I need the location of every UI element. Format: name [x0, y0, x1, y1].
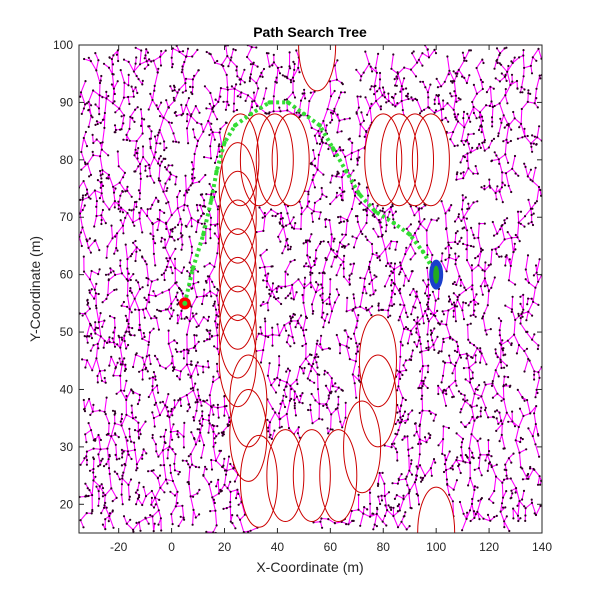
y-axis-ticks: 20 30 40 50 60 70 80 90 100: [53, 38, 542, 511]
x-axis-ticks: -20 0 20 40 60 80 100 120 140: [110, 45, 552, 554]
y-tick-label: 50: [60, 325, 74, 339]
obstacle-fill: [412, 113, 450, 206]
path-point: [301, 111, 307, 117]
obstacle-ellipse: [221, 113, 260, 207]
path-point: [420, 249, 426, 254]
axes-box: [78, 44, 543, 534]
x-tick-label: 60: [324, 540, 338, 554]
obstacle-fill: [359, 314, 397, 407]
plot-area: [79, 45, 542, 533]
path-point: [201, 232, 206, 237]
obstacle-ellipse: [218, 314, 257, 408]
obstacle-fill: [417, 487, 455, 533]
obstacles: [218, 45, 456, 533]
path-point: [391, 220, 397, 226]
obstacle-ellipse: [358, 354, 397, 448]
x-tick-label: 100: [426, 540, 446, 554]
y-tick-label: 40: [60, 382, 74, 396]
path-point: [330, 146, 336, 151]
obstacle-ellipse: [358, 314, 397, 408]
obstacle-ellipse: [364, 113, 403, 207]
path-point: [357, 192, 362, 197]
start-marker-center: [182, 300, 188, 306]
obstacle-ellipse: [229, 354, 268, 448]
path-point: [285, 100, 291, 105]
obstacle-ellipse: [218, 256, 257, 350]
y-tick-label: 90: [60, 95, 74, 109]
path-point: [214, 169, 219, 174]
y-tick-label: 30: [60, 440, 74, 454]
path-point: [232, 123, 238, 128]
obstacle-ellipse: [218, 142, 257, 235]
path-point: [248, 111, 254, 117]
x-tick-label: 20: [218, 540, 232, 554]
path-point: [373, 209, 378, 214]
x-tick-label: 120: [479, 540, 499, 554]
chart-title: Path Search Tree: [253, 24, 367, 40]
path-point: [407, 232, 412, 237]
obstacle-ellipse: [218, 170, 257, 264]
x-tick-label: 0: [168, 540, 175, 554]
obstacle-ellipse: [239, 434, 278, 528]
path-point: [267, 100, 272, 105]
obstacle-ellipse: [411, 113, 450, 207]
obstacle-ellipse: [395, 113, 435, 207]
path-point: [209, 197, 214, 203]
x-tick-label: 140: [532, 540, 552, 554]
path-point: [222, 140, 227, 145]
x-tick-label: 40: [271, 540, 285, 554]
obstacle-ellipse: [417, 486, 456, 533]
obstacle-fill: [272, 113, 310, 206]
obstacle-ellipse: [229, 388, 268, 482]
obstacle-ellipse: [271, 113, 310, 207]
obstacle-ellipse: [218, 228, 257, 322]
obstacle-ellipse: [239, 113, 278, 207]
x-tick-label: -20: [110, 540, 128, 554]
y-tick-label: 20: [60, 497, 74, 511]
x-axis-label: X-Coordinate (m): [256, 559, 363, 575]
start-goal-markers: [178, 259, 444, 310]
obstacle-fill: [293, 429, 331, 522]
y-tick-label: 100: [53, 38, 73, 52]
obstacle-ellipse: [266, 429, 305, 523]
path-point: [317, 123, 322, 128]
obstacle-ellipse: [380, 113, 419, 207]
y-axis-label: Y-Coordinate (m): [27, 236, 43, 342]
obstacle-ellipse: [298, 45, 337, 92]
tree-nodes: [79, 45, 542, 533]
obstacle-ellipse: [255, 113, 294, 207]
y-tick-label: 70: [60, 210, 74, 224]
y-tick-label: 80: [60, 153, 74, 167]
goal-marker-center: [433, 265, 440, 284]
obstacle-fill: [298, 45, 336, 91]
solution-path: [182, 100, 439, 306]
y-tick-label: 60: [60, 268, 74, 282]
x-tick-label: 80: [377, 540, 391, 554]
path-point: [190, 266, 195, 272]
path-point: [344, 169, 349, 174]
obstacle-ellipse: [319, 429, 358, 523]
obstacle-ellipse: [292, 429, 331, 523]
obstacle-ellipse: [218, 285, 257, 379]
obstacle-ellipse: [218, 199, 257, 293]
